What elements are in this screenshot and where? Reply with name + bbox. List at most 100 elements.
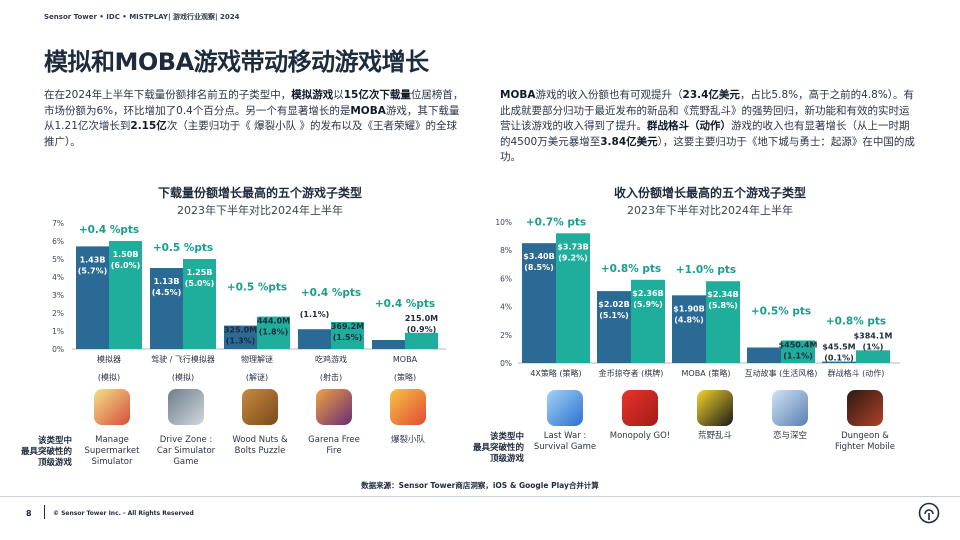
bar-data-label: $45.5M (0.1%) [822, 343, 855, 363]
y-tick-label: 4% [500, 303, 512, 312]
svg-text:(6.0%): (6.0%) [111, 261, 141, 270]
svg-text:(8.5%): (8.5%) [524, 263, 554, 272]
svg-text:215.0M: 215.0M [405, 314, 438, 323]
svg-text:(1.1%): (1.1%) [300, 310, 330, 319]
paragraph-run: ），这要主要归功于《地下城与勇士：起源》在中国的成功。 [500, 135, 915, 164]
y-tick-label: 0% [500, 359, 512, 368]
brawl-stars-game-icon [697, 390, 733, 426]
free-fire-game-icon [316, 389, 352, 425]
bar-current-period [706, 281, 740, 363]
bar-data-label: 444.0M (1.8%) [257, 317, 290, 337]
bar-data-label: (1.1%) [300, 310, 330, 319]
change-label: +0.8% pts [601, 263, 661, 275]
x-tick-label: 4X策略 (策略) [530, 368, 581, 378]
breakthrough-games-label: 该类型中 最具突破性的 顶级游戏 [20, 436, 72, 468]
change-label: +0.7% pts [526, 216, 586, 228]
page-divider [44, 505, 45, 519]
svg-text:$3.40B: $3.40B [523, 252, 554, 261]
bar-previous-period [597, 291, 631, 363]
svg-text:(5.1%): (5.1%) [599, 311, 629, 320]
change-label: +0.5 %pts [153, 242, 213, 254]
change-label: +0.4 %pts [375, 298, 435, 310]
x-tick-label: 驾驶 / 飞行模拟器 [151, 354, 215, 364]
svg-text:(1.1%): (1.1%) [783, 351, 813, 360]
bar-data-label: $2.34B (5.8%) [707, 290, 738, 310]
chart1-subtitle: 2023年下半年对比2024年上半年 [177, 204, 343, 217]
paragraph-run: 15亿次下载量 [343, 89, 411, 101]
bar-data-label: 325.0M (1.3%) [224, 326, 257, 346]
y-tick-label: 1% [52, 327, 64, 336]
bar-previous-period [747, 347, 781, 363]
svg-text:1.25B: 1.25B [187, 268, 213, 277]
y-tick-label: 7% [52, 219, 64, 228]
bar-current-period [781, 340, 815, 363]
change-label: +1.0% pts [676, 264, 736, 276]
bar-current-period [631, 279, 665, 363]
game-name: Garena Free Fire [308, 435, 360, 456]
paragraph-run: 模拟游戏 [291, 89, 334, 101]
game-name: Manage Supermarket Simulator [84, 435, 140, 467]
bar-current-period [109, 241, 142, 349]
svg-text:(0.9%): (0.9%) [407, 325, 437, 334]
right-paragraph: MOBA游戏的收入份额也有可观提升（23.4亿美元，占比5.8%，高于之前的4.… [500, 88, 916, 166]
svg-text:(1%): (1%) [863, 342, 884, 351]
y-tick-label: 6% [52, 237, 64, 246]
game-name: Last War : Survival Game [533, 431, 597, 452]
x-tick-label: 互动故事 (生活风格) [745, 368, 818, 378]
y-tick-label: 3% [52, 291, 64, 300]
paragraph-run: 游戏的收入份额也有可观提升（ [535, 89, 683, 101]
svg-text:(9.2%): (9.2%) [558, 253, 588, 262]
paragraph-run: 2.15亿 [130, 120, 167, 132]
x-tick-sublabel: (射击) [320, 372, 342, 382]
bar-previous-period [224, 325, 257, 349]
x-tick-label: 群战格斗 (动作) [828, 368, 885, 378]
bar-data-label: $2.02B (5.1%) [598, 300, 629, 320]
paragraph-run: 位居榜首，市场份额为6%，环比增加了0.4个百分点。另一个有显著增长的是 [44, 89, 464, 117]
bar-data-label: 1.25B (5.0%) [185, 268, 215, 288]
svg-text:$45.5M: $45.5M [822, 343, 855, 352]
y-tick-label: 8% [500, 246, 512, 255]
bar-data-label: 1.43B (5.7%) [78, 255, 108, 275]
bar-previous-period [298, 329, 331, 349]
x-tick-label: 模拟器 [97, 354, 121, 364]
bar-previous-period [672, 295, 706, 363]
bar-data-label: 369.2M (1.5%) [331, 322, 364, 342]
car-game-icon [168, 389, 204, 425]
wood-puzzle-game-icon [242, 389, 278, 425]
bar-current-period [331, 322, 364, 349]
svg-text:$2.34B: $2.34B [707, 290, 738, 299]
bar-data-label: 215.0M (0.9%) [405, 314, 438, 334]
bar-current-period [257, 316, 290, 349]
bar-data-label: 1.13B (4.5%) [152, 277, 182, 297]
svg-text:325.0M: 325.0M [224, 326, 257, 335]
svg-text:$2.36B: $2.36B [632, 289, 663, 298]
paragraph-run: 3.84亿美元 [600, 135, 658, 148]
change-label: +0.5% pts [751, 305, 811, 317]
y-tick-label: 2% [52, 309, 64, 318]
chart2-subtitle: 2023年下半年对比2024年上半年 [627, 204, 793, 217]
download-share-chart: 0% 1% 2% 3% 4% 5% 6% 7% 1.43B (5.7%) 1.50B (6.0%) +0… [52, 219, 446, 382]
paragraph-run: 以 [333, 89, 344, 101]
paragraph-run: MOBA [500, 89, 536, 101]
chart2-title: 收入份额增长最高的五个游戏子类型 [613, 186, 806, 200]
bar-data-label: $2.36B (5.9%) [632, 289, 663, 309]
game-name: Wood Nuts & Bolts Puzzle [232, 435, 288, 456]
game-name: Monopoly GO! [609, 431, 671, 441]
bar-current-period [405, 332, 438, 349]
change-label: +0.4 %pts [301, 287, 361, 299]
change-label: +0.4 %pts [79, 224, 139, 236]
y-tick-label: 10% [495, 218, 512, 227]
footer-divider [0, 496, 960, 497]
svg-text:$3.73B: $3.73B [557, 242, 588, 251]
y-tick-label: 0% [52, 345, 64, 354]
paragraph-run: 次（主要归功于《 爆裂小队 》的发布以及《王者荣耀》的全球推广）。 [44, 120, 457, 148]
x-tick-label: 物理解谜 [241, 354, 273, 364]
x-tick-sublabel: (策略) [394, 372, 416, 382]
breakthrough-games-label: 该类型中 最具突破性的 顶级游戏 [472, 432, 524, 464]
svg-text:(1.5%): (1.5%) [333, 333, 363, 342]
svg-text:1.50B: 1.50B [113, 250, 139, 259]
svg-text:(5.7%): (5.7%) [78, 266, 108, 275]
svg-text:(0.1%): (0.1%) [824, 354, 854, 363]
page-number: 8 [26, 509, 32, 518]
love-deepspace-game-icon [772, 390, 808, 426]
